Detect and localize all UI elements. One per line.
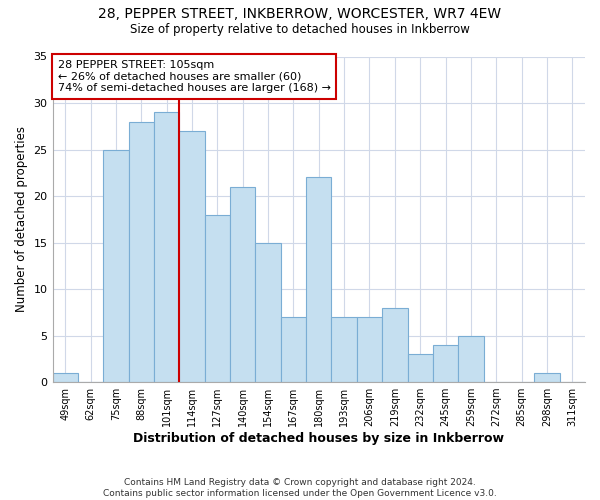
Bar	[407, 354, 433, 382]
Text: Contains HM Land Registry data © Crown copyright and database right 2024.
Contai: Contains HM Land Registry data © Crown c…	[103, 478, 497, 498]
Text: 28 PEPPER STREET: 105sqm
← 26% of detached houses are smaller (60)
74% of semi-d: 28 PEPPER STREET: 105sqm ← 26% of detach…	[58, 60, 331, 93]
Bar	[534, 373, 560, 382]
Bar	[433, 345, 458, 382]
Bar	[128, 122, 154, 382]
Y-axis label: Number of detached properties: Number of detached properties	[15, 126, 28, 312]
Bar	[256, 242, 281, 382]
Bar	[205, 214, 230, 382]
Bar	[230, 186, 256, 382]
Bar	[382, 308, 407, 382]
Text: 28, PEPPER STREET, INKBERROW, WORCESTER, WR7 4EW: 28, PEPPER STREET, INKBERROW, WORCESTER,…	[98, 8, 502, 22]
Bar	[179, 131, 205, 382]
Bar	[281, 317, 306, 382]
Bar	[331, 317, 357, 382]
Bar	[154, 112, 179, 382]
Bar	[357, 317, 382, 382]
Bar	[103, 150, 128, 382]
Bar	[53, 373, 78, 382]
Bar	[306, 178, 331, 382]
Bar	[458, 336, 484, 382]
X-axis label: Distribution of detached houses by size in Inkberrow: Distribution of detached houses by size …	[133, 432, 504, 445]
Text: Size of property relative to detached houses in Inkberrow: Size of property relative to detached ho…	[130, 22, 470, 36]
